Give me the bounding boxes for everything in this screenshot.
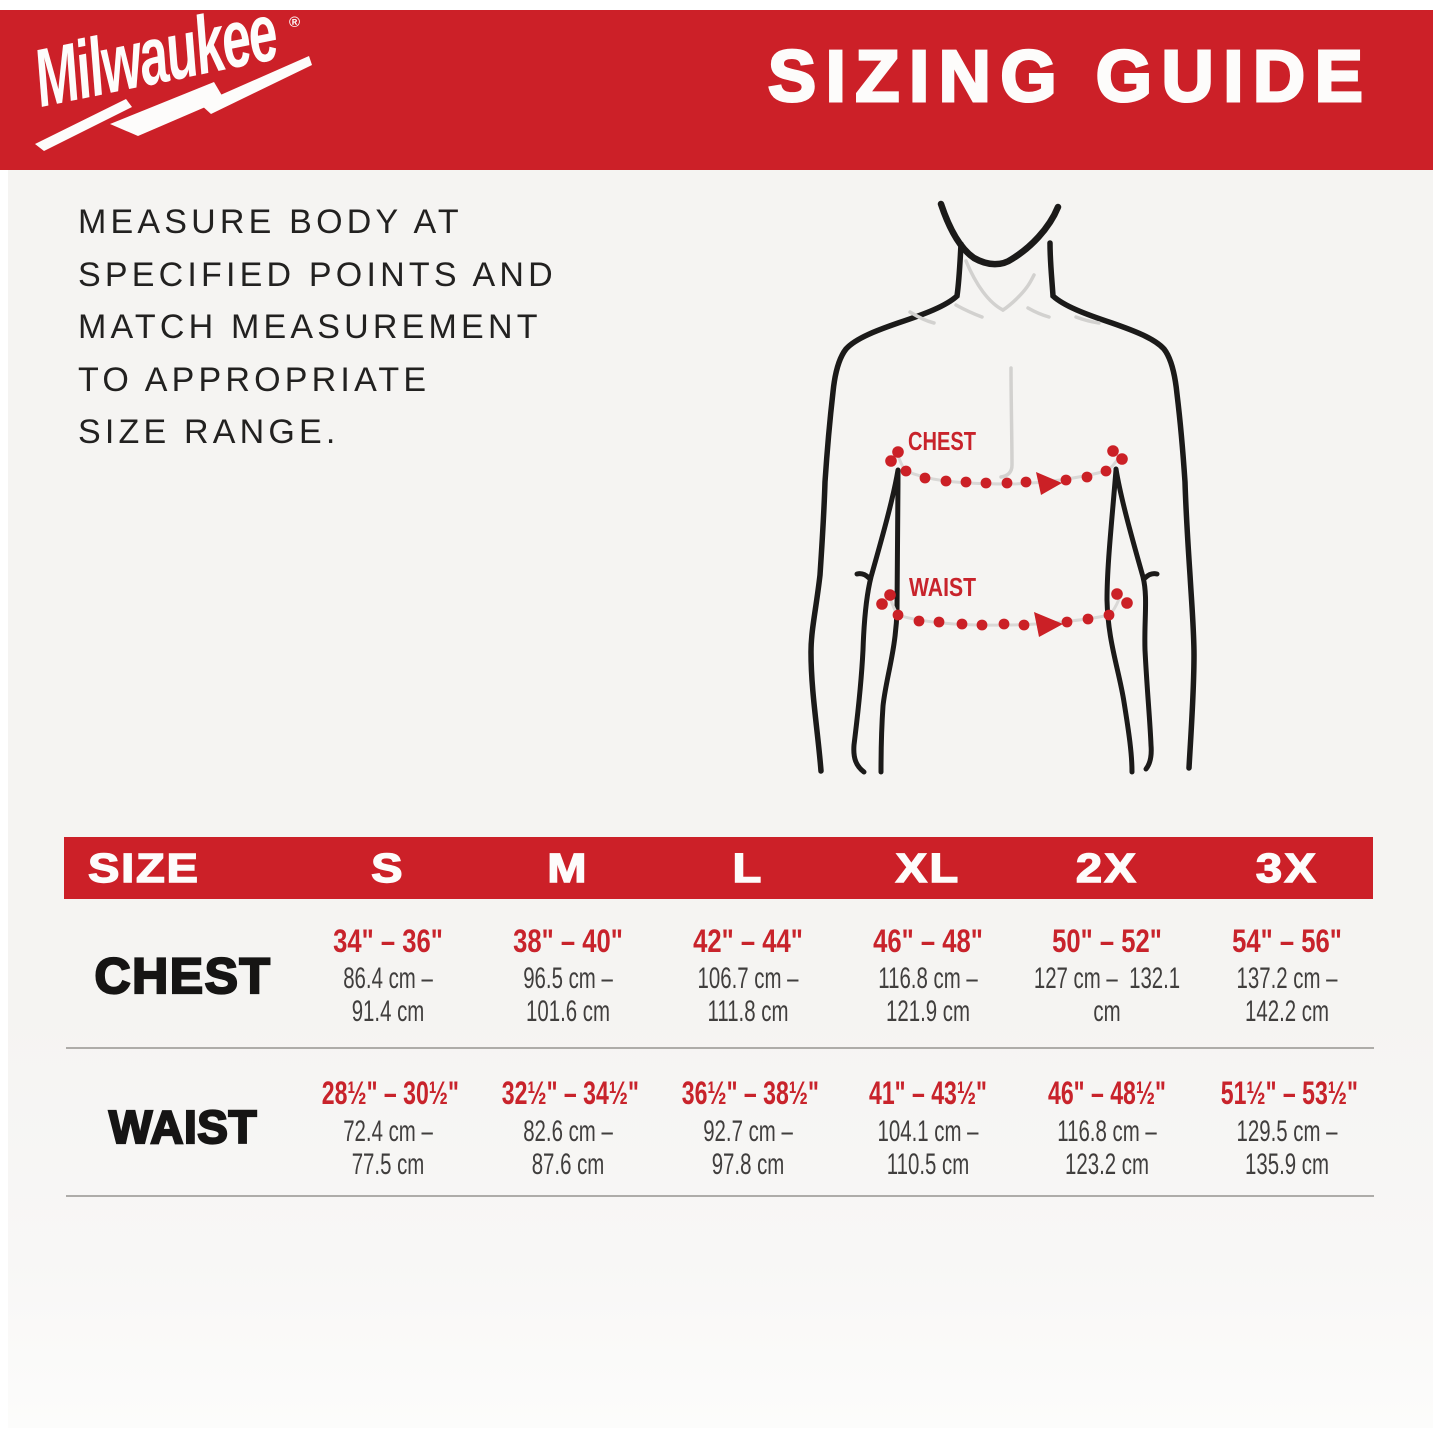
svg-text:®: ®: [289, 14, 300, 31]
svg-text:WAIST: WAIST: [909, 572, 976, 602]
svg-text:CHEST: CHEST: [908, 426, 976, 456]
